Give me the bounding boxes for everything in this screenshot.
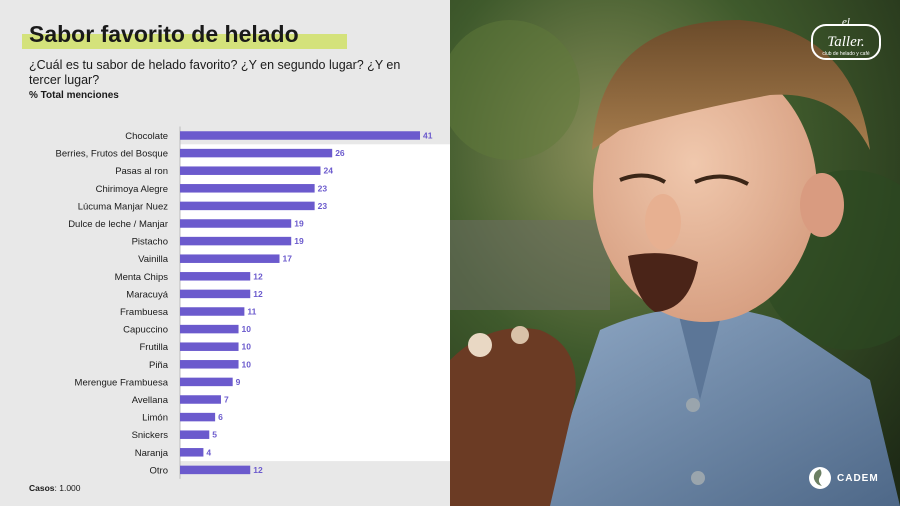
bar — [180, 324, 239, 334]
category-label: Naranja — [135, 448, 169, 459]
el-taller-logo: el Taller. club de helado y café — [811, 16, 881, 60]
value-label: 12 — [253, 271, 263, 281]
metric-label: % Total menciones — [29, 90, 119, 101]
bar — [180, 219, 292, 228]
value-label: 9 — [236, 377, 241, 387]
bar — [180, 289, 251, 299]
value-label: 6 — [218, 412, 223, 422]
value-label: 12 — [253, 289, 263, 299]
bar — [180, 254, 280, 263]
bar — [180, 342, 239, 351]
category-label: Vainilla — [138, 254, 169, 265]
bar — [180, 166, 321, 175]
child-eating-ice-cream-photo — [450, 0, 900, 506]
value-label: 19 — [294, 236, 304, 246]
category-label: Chocolate — [125, 131, 168, 142]
category-label: Limón — [142, 413, 168, 424]
survey-question: ¿Cuál es tu sabor de helado favorito? ¿Y… — [29, 58, 401, 87]
bar — [180, 131, 420, 140]
category-label: Pasas al ron — [115, 166, 168, 177]
title-highlight — [22, 34, 347, 49]
cadem-wordmark: CADEM — [837, 472, 879, 484]
svg-text:el: el — [842, 16, 850, 28]
cases-value: : 1.000 — [54, 483, 81, 493]
value-label: 23 — [318, 183, 328, 193]
value-label: 10 — [242, 324, 252, 334]
category-label: Frutilla — [139, 342, 168, 353]
cases-note: Casos: 1.000 — [29, 483, 81, 493]
value-label: 24 — [323, 166, 333, 176]
category-label: Otro — [150, 465, 168, 476]
value-label: 4 — [206, 447, 211, 457]
category-label: Pistacho — [132, 237, 168, 248]
value-label: 5 — [212, 430, 217, 440]
bar — [180, 201, 315, 211]
value-label: 23 — [318, 201, 328, 211]
value-label: 11 — [247, 307, 256, 317]
cases-label: Casos — [29, 483, 55, 493]
svg-text:club de helado y café: club de helado y café — [822, 51, 869, 57]
chart-row-band — [180, 144, 450, 462]
value-label: 19 — [294, 219, 304, 229]
bar — [180, 430, 210, 439]
category-label: Maracuyá — [126, 289, 168, 300]
bar — [180, 148, 333, 158]
bar — [180, 448, 204, 457]
category-label: Merengue Frambuesa — [75, 377, 169, 388]
value-label: 12 — [253, 465, 263, 475]
category-label: Dulce de leche / Manjar — [68, 219, 168, 230]
bar — [180, 184, 315, 193]
bar-chart: Chocolate 41 Berries, Frutos del Bosque 26 P… — [56, 126, 450, 479]
value-label: 10 — [242, 342, 252, 352]
value-label: 17 — [283, 254, 293, 264]
category-label: Capuccino — [123, 325, 168, 336]
bar — [180, 377, 233, 387]
value-label: 10 — [242, 359, 252, 369]
bar — [180, 465, 251, 475]
bar — [180, 412, 216, 422]
bar — [180, 236, 292, 246]
category-label: Avellana — [132, 395, 169, 406]
category-label: Lúcuma Manjar Nuez — [78, 201, 169, 212]
value-label: 26 — [335, 148, 345, 158]
category-label: Snickers — [132, 430, 169, 441]
bar — [180, 395, 221, 404]
category-label: Frambuesa — [120, 307, 169, 318]
category-label: Piña — [149, 360, 169, 371]
category-label: Menta Chips — [115, 272, 169, 283]
cadem-logo: CADEM — [808, 465, 879, 491]
page-title: Sabor favorito de helado — [29, 21, 299, 47]
bar — [180, 307, 245, 316]
bar — [180, 272, 251, 281]
category-label: Chirimoya Alegre — [96, 184, 168, 195]
category-label: Berries, Frutos del Bosque — [56, 149, 168, 160]
svg-text:Taller.: Taller. — [827, 34, 864, 50]
cadem-symbol-icon — [809, 467, 831, 489]
value-label: 7 — [224, 395, 229, 405]
value-label: 41 — [423, 131, 433, 141]
bar — [180, 360, 239, 369]
